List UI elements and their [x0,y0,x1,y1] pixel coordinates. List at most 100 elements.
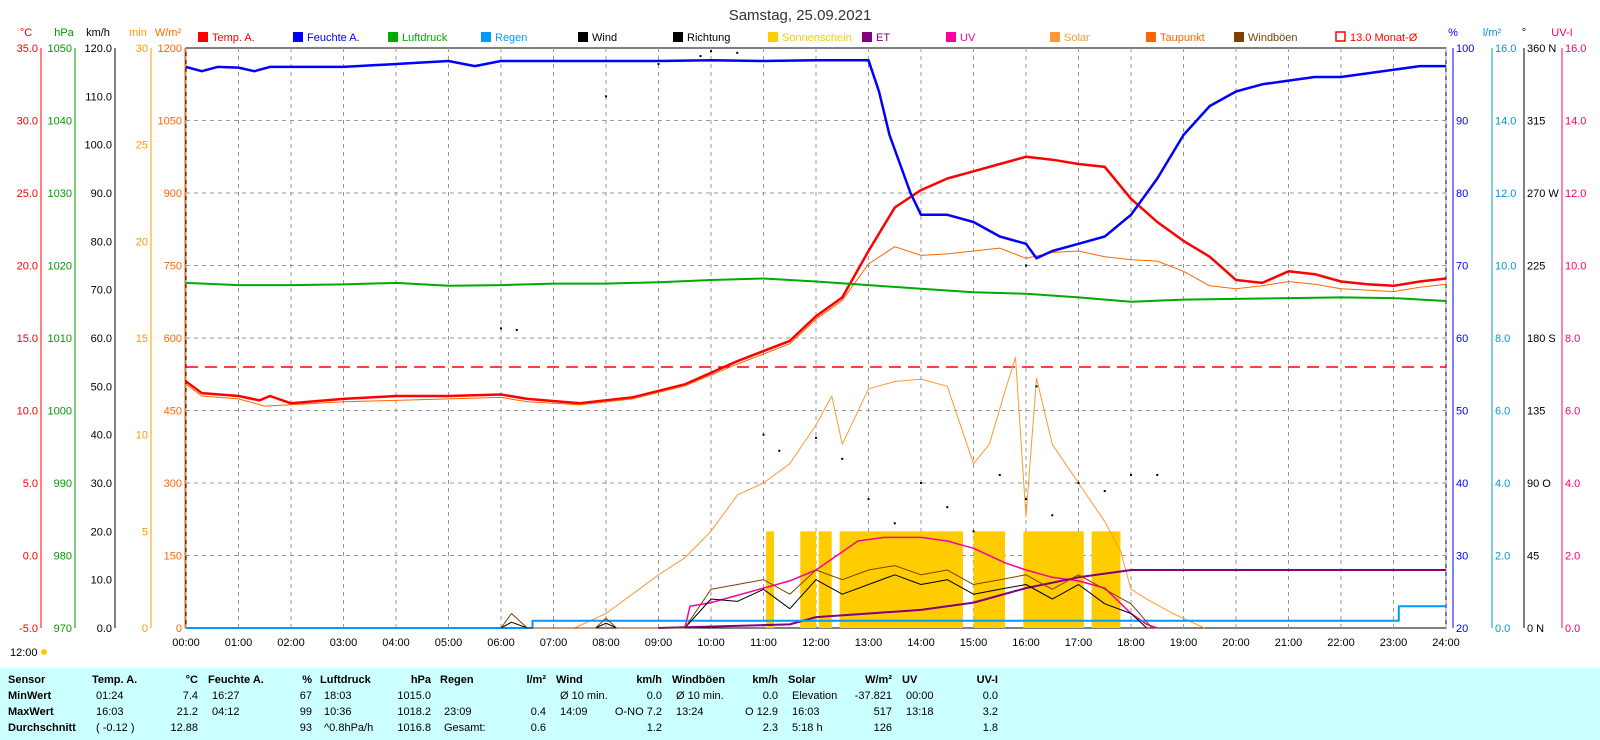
axis-tick-label: 1030 [48,188,72,200]
direction-point [1077,482,1080,484]
axis-tick-label: 16.0 [1565,43,1586,55]
series-line-luftdruck [185,277,1447,303]
direction-point [998,473,1001,476]
direction-point [1051,514,1054,517]
legend-label: ET [876,32,890,44]
series-line-et [658,569,1446,629]
x-tick-label: 21:00 [1275,637,1303,649]
axis-tick-label: 0.0 [1495,623,1510,635]
axis-tick-label: 80.0 [91,236,112,248]
sensor-cell: 0.4 [530,706,546,718]
x-tick-label: 16:00 [1012,637,1040,649]
legend-label: Luftdruck [402,32,448,44]
axis-tick-label: 25.0 [17,188,38,200]
axis-tick-label: 600 [164,333,182,345]
sensor-cell: 12.88 [170,722,198,734]
axis-tick-label: 15.0 [17,333,38,345]
axis-unit: l/m² [1483,27,1502,39]
series-line-uv [684,536,1158,629]
sensor-cell: W/m² [865,674,892,686]
direction-point [515,328,518,331]
direction-point [778,449,781,452]
sensor-cell: 21.2 [176,706,198,718]
legend-label: UV [960,32,976,44]
row-label-min: MinWert [8,690,52,702]
axis-tick-label: 70.0 [91,285,112,297]
sunshine-bar [766,531,774,628]
axis-tick-label: 1050 [158,116,182,128]
sensor-cell: % [302,674,312,686]
axis-tick-label: 10.0 [1565,261,1586,273]
direction-point [946,506,949,509]
axis-tick-label: 5.0 [23,478,38,490]
axis-tick-label: 30 [136,43,148,55]
sensor-cell: l/m² [526,674,546,686]
series-line-taupunkt [185,246,1447,407]
axis-tick-label: 315 [1527,116,1545,128]
axis-tick-label: 60 [1456,333,1468,345]
sunshine-bar [818,531,832,628]
sunshine-bar [800,531,816,628]
axis-tick-label: 0 N [1527,623,1544,635]
series-line-wind [500,574,1148,629]
axis-unit: min [129,27,147,39]
legend-swatch [578,32,588,42]
axis-tick-label: 8.0 [1495,333,1510,345]
x-tick-label: 05:00 [435,637,463,649]
axis-tick-label: 4.0 [1565,478,1580,490]
sensor-cell: km/h [636,674,662,686]
sensor-cell: 126 [873,722,892,734]
sensor-cell: 1.2 [646,722,662,734]
direction-point [893,522,896,525]
sensor-cell: 517 [873,706,892,718]
sensor-cell: 14:09 [560,706,588,718]
axis-tick-label: 4.0 [1495,478,1510,490]
axis-unit: km/h [86,27,110,39]
direction-point [1156,473,1159,476]
x-tick-label: 07:00 [540,637,568,649]
axis-tick-label: 990 [54,478,72,490]
sun-marker [41,649,47,655]
sensor-cell: Elevation [792,690,838,702]
axis-tick-label: 300 [164,478,182,490]
sensor-cell: 18:03 [324,690,352,702]
sensor-cell: 1016.8 [397,722,431,734]
axis-tick-label: 30.0 [91,478,112,490]
sensor-cell: 10:36 [324,706,352,718]
series-line-windb-en [500,565,1153,629]
series-line-solar [574,356,1205,629]
direction-point [972,530,975,533]
axis-tick-label: 90 O [1527,478,1551,490]
direction-point [710,50,712,53]
axis-tick-label: 110.0 [85,91,112,103]
sensor-cell: Gesamt: [444,722,486,734]
axis-tick-label: 45 [1527,551,1539,563]
axis-tick-label: 30 [1456,551,1468,563]
series-line-temp-a- [185,155,1447,405]
axis-tick-label: 12.0 [1565,188,1586,200]
sensor-cell: Feuchte A. [208,674,264,686]
sensor-cell: 99 [299,706,312,718]
sensor-cell: 00:00 [906,690,934,702]
axis-tick-label: 14.0 [1495,116,1516,128]
legend-swatch [388,32,398,42]
sensor-cell: O-NO 7.2 [614,706,662,718]
x-tick-label: 06:00 [487,637,515,649]
legend-label: Feuchte A. [307,32,360,44]
axis-tick-label: 1200 [158,43,182,55]
sensor-cell: Ø 10 min. [676,690,724,702]
sensor-cell: 0.6 [530,722,546,734]
axis-tick-label: 180 S [1527,333,1556,345]
sensor-cell: Ø 10 min. [560,690,608,702]
sensor-cell: 01:24 [96,690,124,702]
axis-tick-label: 1020 [48,261,72,273]
sensor-cell: °C [185,674,198,686]
axis-unit: hPa [54,27,74,39]
sensor-cell: 7.4 [182,690,198,702]
legend-swatch [768,32,778,42]
axis-tick-label: 16.0 [1495,43,1516,55]
axis-tick-label: 35.0 [17,43,38,55]
legend-label: Regen [495,32,527,44]
x-tick-label: 09:00 [645,637,673,649]
row-label-max: MaxWert [8,706,54,718]
